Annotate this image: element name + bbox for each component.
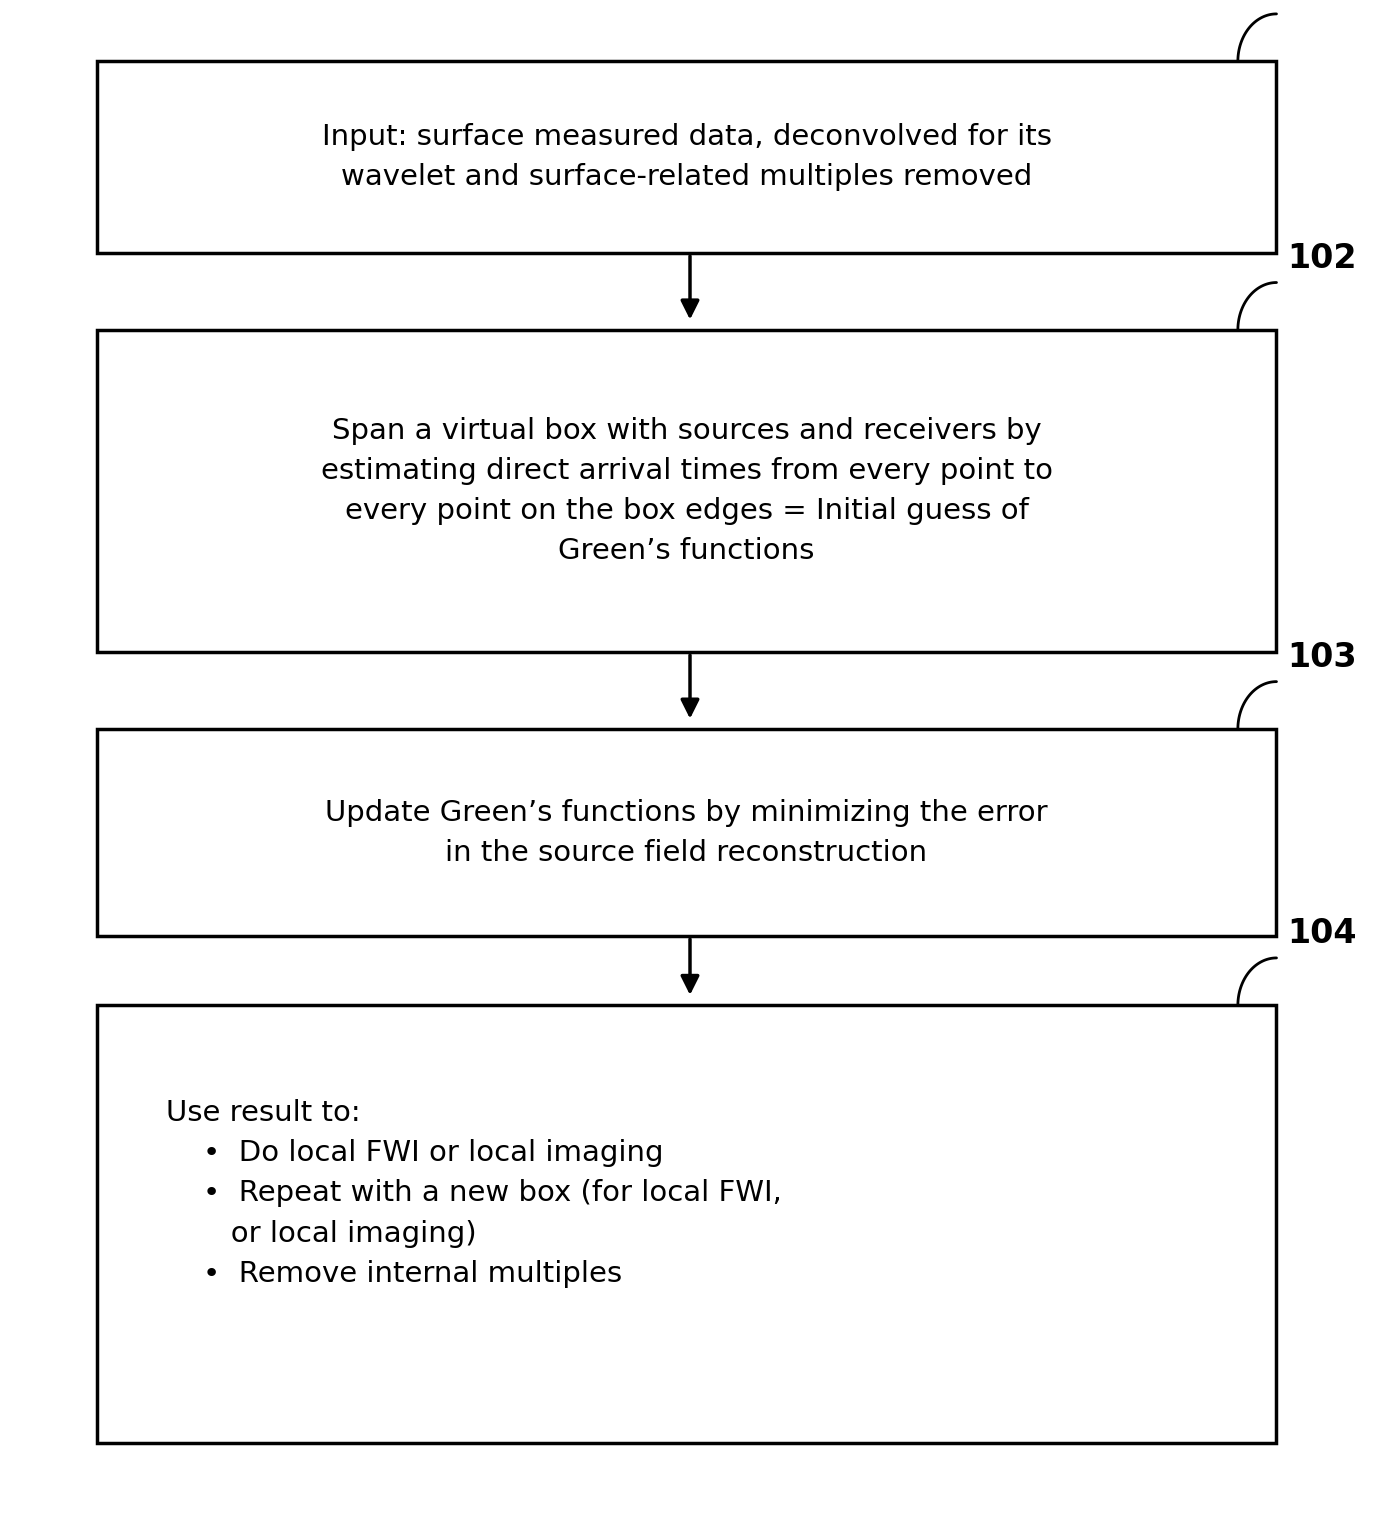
Text: Use result to:
    •  Do local FWI or local imaging
    •  Repeat with a new box: Use result to: • Do local FWI or local i… [166, 1099, 781, 1288]
Bar [97, 330, 1276, 652]
Bar [97, 61, 1276, 253]
Text: 102: 102 [1288, 243, 1357, 275]
Text: Update Green’s functions by minimizing the error
in the source field reconstruct: Update Green’s functions by minimizing t… [326, 798, 1047, 867]
Text: 101: 101 [1288, 0, 1357, 6]
Text: Input: surface measured data, deconvolved for its
wavelet and surface-related mu: Input: surface measured data, deconvolve… [322, 123, 1052, 192]
Bar [97, 729, 1276, 936]
Text: 103: 103 [1288, 642, 1357, 674]
Text: Span a virtual box with sources and receivers by
estimating direct arrival times: Span a virtual box with sources and rece… [320, 418, 1053, 565]
Text: 104: 104 [1288, 918, 1357, 950]
Bar [97, 1005, 1276, 1443]
